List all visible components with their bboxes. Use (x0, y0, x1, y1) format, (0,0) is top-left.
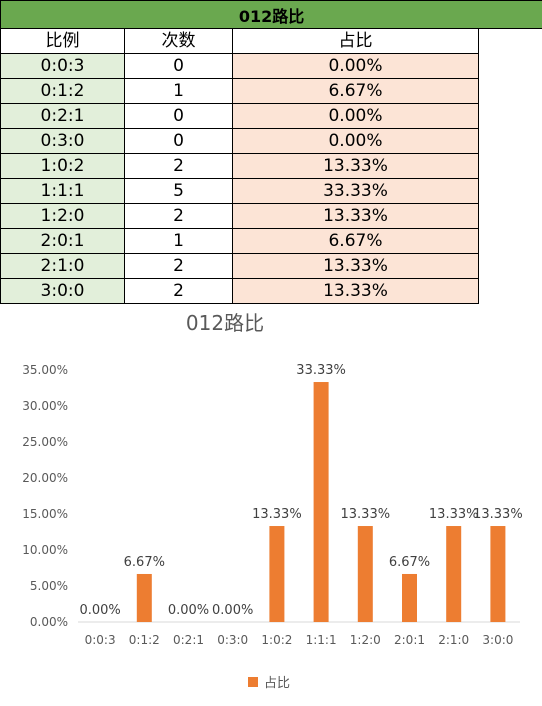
count-cell[interactable]: 2 (124, 153, 233, 179)
count-cell[interactable]: 2 (124, 203, 233, 229)
table-row: 0:0:3 0 0.00% (0, 53, 542, 79)
bar (269, 526, 285, 622)
percent-cell[interactable]: 0.00% (232, 128, 479, 154)
y-tick-label: 5.00% (30, 579, 68, 593)
percent-cell[interactable]: 13.33% (232, 203, 479, 229)
percent-cell[interactable]: 33.33% (232, 178, 479, 204)
x-tick-label: 1:1:1 (306, 633, 337, 647)
data-label: 33.33% (296, 363, 346, 378)
y-tick-label: 30.00% (22, 399, 68, 413)
ratio-cell[interactable]: 3:0:0 (0, 278, 125, 304)
empty-cell[interactable] (478, 203, 542, 229)
spreadsheet: 012路比 比例 次数 占比 0:0:3 0 0.00% 0:1:2 1 6.67% 0:2… (0, 0, 542, 304)
x-tick-label: 0:3:0 (217, 633, 248, 647)
data-label: 6.67% (389, 555, 430, 570)
ratio-cell[interactable]: 0:3:0 (0, 128, 125, 154)
table-row: 2:0:1 1 6.67% (0, 228, 542, 254)
legend-swatch (248, 677, 258, 687)
count-cell[interactable]: 1 (124, 78, 233, 104)
x-tick-label: 2:1:0 (438, 633, 469, 647)
header-percent[interactable]: 占比 (232, 28, 479, 54)
x-tick-label: 1:2:0 (350, 633, 381, 647)
count-cell[interactable]: 0 (124, 53, 233, 79)
percent-cell[interactable]: 13.33% (232, 278, 479, 304)
ratio-cell[interactable]: 1:0:2 (0, 153, 125, 179)
percent-cell[interactable]: 6.67% (232, 228, 479, 254)
bar (313, 382, 329, 622)
data-label: 13.33% (252, 507, 302, 522)
ratio-cell[interactable]: 2:0:1 (0, 228, 125, 254)
count-cell[interactable]: 5 (124, 178, 233, 204)
table-row: 1:2:0 2 13.33% (0, 203, 542, 229)
y-tick-label: 25.00% (22, 435, 68, 449)
y-tick-label: 0.00% (30, 615, 68, 629)
ratio-table: 012路比 比例 次数 占比 0:0:3 0 0.00% 0:1:2 1 6.67% 0:2… (0, 0, 542, 304)
y-tick-label: 20.00% (22, 471, 68, 485)
percent-cell[interactable]: 13.33% (232, 153, 479, 179)
empty-cell[interactable] (478, 153, 542, 179)
table-row: 0:3:0 0 0.00% (0, 128, 542, 154)
header-ratio[interactable]: 比例 (0, 28, 125, 54)
table-row: 0:2:1 0 0.00% (0, 103, 542, 129)
ratio-cell[interactable]: 0:2:1 (0, 103, 125, 129)
empty-cell[interactable] (478, 228, 542, 254)
data-label: 13.33% (429, 507, 479, 522)
ratio-cell[interactable]: 2:1:0 (0, 253, 125, 279)
x-tick-label: 0:0:3 (85, 633, 116, 647)
x-tick-label: 1:0:2 (261, 633, 292, 647)
data-label: 6.67% (124, 555, 165, 570)
bar (402, 573, 417, 622)
legend-label: 占比 (264, 676, 290, 691)
table-title[interactable]: 012路比 (0, 0, 542, 29)
percent-cell[interactable]: 0.00% (232, 53, 479, 79)
x-tick-label: 2:0:1 (394, 633, 425, 647)
ratio-cell[interactable]: 0:0:3 (0, 53, 125, 79)
percent-cell[interactable]: 6.67% (232, 78, 479, 104)
bar-chart[interactable]: 012路比 0.00% 5.00% 10.00% 15.00% 20.00% 25.00% 3… (0, 300, 542, 706)
x-tick-label: 0:1:2 (129, 633, 160, 647)
empty-cell[interactable] (478, 128, 542, 154)
bar (490, 526, 506, 622)
table-row: 2:1:0 2 13.33% (0, 253, 542, 279)
table-row: 1:0:2 2 13.33% (0, 153, 542, 179)
ratio-cell[interactable]: 1:2:0 (0, 203, 125, 229)
empty-cell[interactable] (478, 178, 542, 204)
y-tick-label: 15.00% (22, 507, 68, 521)
count-cell[interactable]: 0 (124, 128, 233, 154)
header-count[interactable]: 次数 (124, 28, 233, 54)
empty-cell[interactable] (478, 103, 542, 129)
ratio-cell[interactable]: 0:1:2 (0, 78, 125, 104)
count-cell[interactable]: 1 (124, 228, 233, 254)
data-label: 0.00% (212, 603, 253, 618)
y-tick-label: 10.00% (22, 543, 68, 557)
count-cell[interactable]: 0 (124, 103, 233, 129)
table-row: 0:1:2 1 6.67% (0, 78, 542, 104)
data-label: 13.33% (473, 507, 523, 522)
x-tick-label: 3:0:0 (482, 633, 513, 647)
bar (136, 573, 152, 622)
table-row: 3:0:0 2 13.33% (0, 278, 542, 304)
bar (446, 526, 462, 622)
ratio-cell[interactable]: 1:1:1 (0, 178, 125, 204)
x-tick-label: 0:2:1 (173, 633, 204, 647)
data-label: 0.00% (168, 603, 209, 618)
data-label: 0.00% (79, 603, 120, 618)
empty-cell[interactable] (478, 78, 542, 104)
table-row: 1:1:1 5 33.33% (0, 178, 542, 204)
chart-canvas: 012路比 0.00% 5.00% 10.00% 15.00% 20.00% 25.00% 3… (22, 311, 523, 691)
empty-cell[interactable] (478, 278, 542, 304)
data-label: 13.33% (341, 507, 391, 522)
empty-cell[interactable] (478, 28, 542, 54)
y-tick-label: 35.00% (22, 363, 68, 377)
percent-cell[interactable]: 0.00% (232, 103, 479, 129)
empty-cell[interactable] (478, 253, 542, 279)
chart-title: 012路比 (186, 311, 264, 335)
count-cell[interactable]: 2 (124, 253, 233, 279)
percent-cell[interactable]: 13.33% (232, 253, 479, 279)
bar (357, 526, 373, 622)
empty-cell[interactable] (478, 53, 542, 79)
